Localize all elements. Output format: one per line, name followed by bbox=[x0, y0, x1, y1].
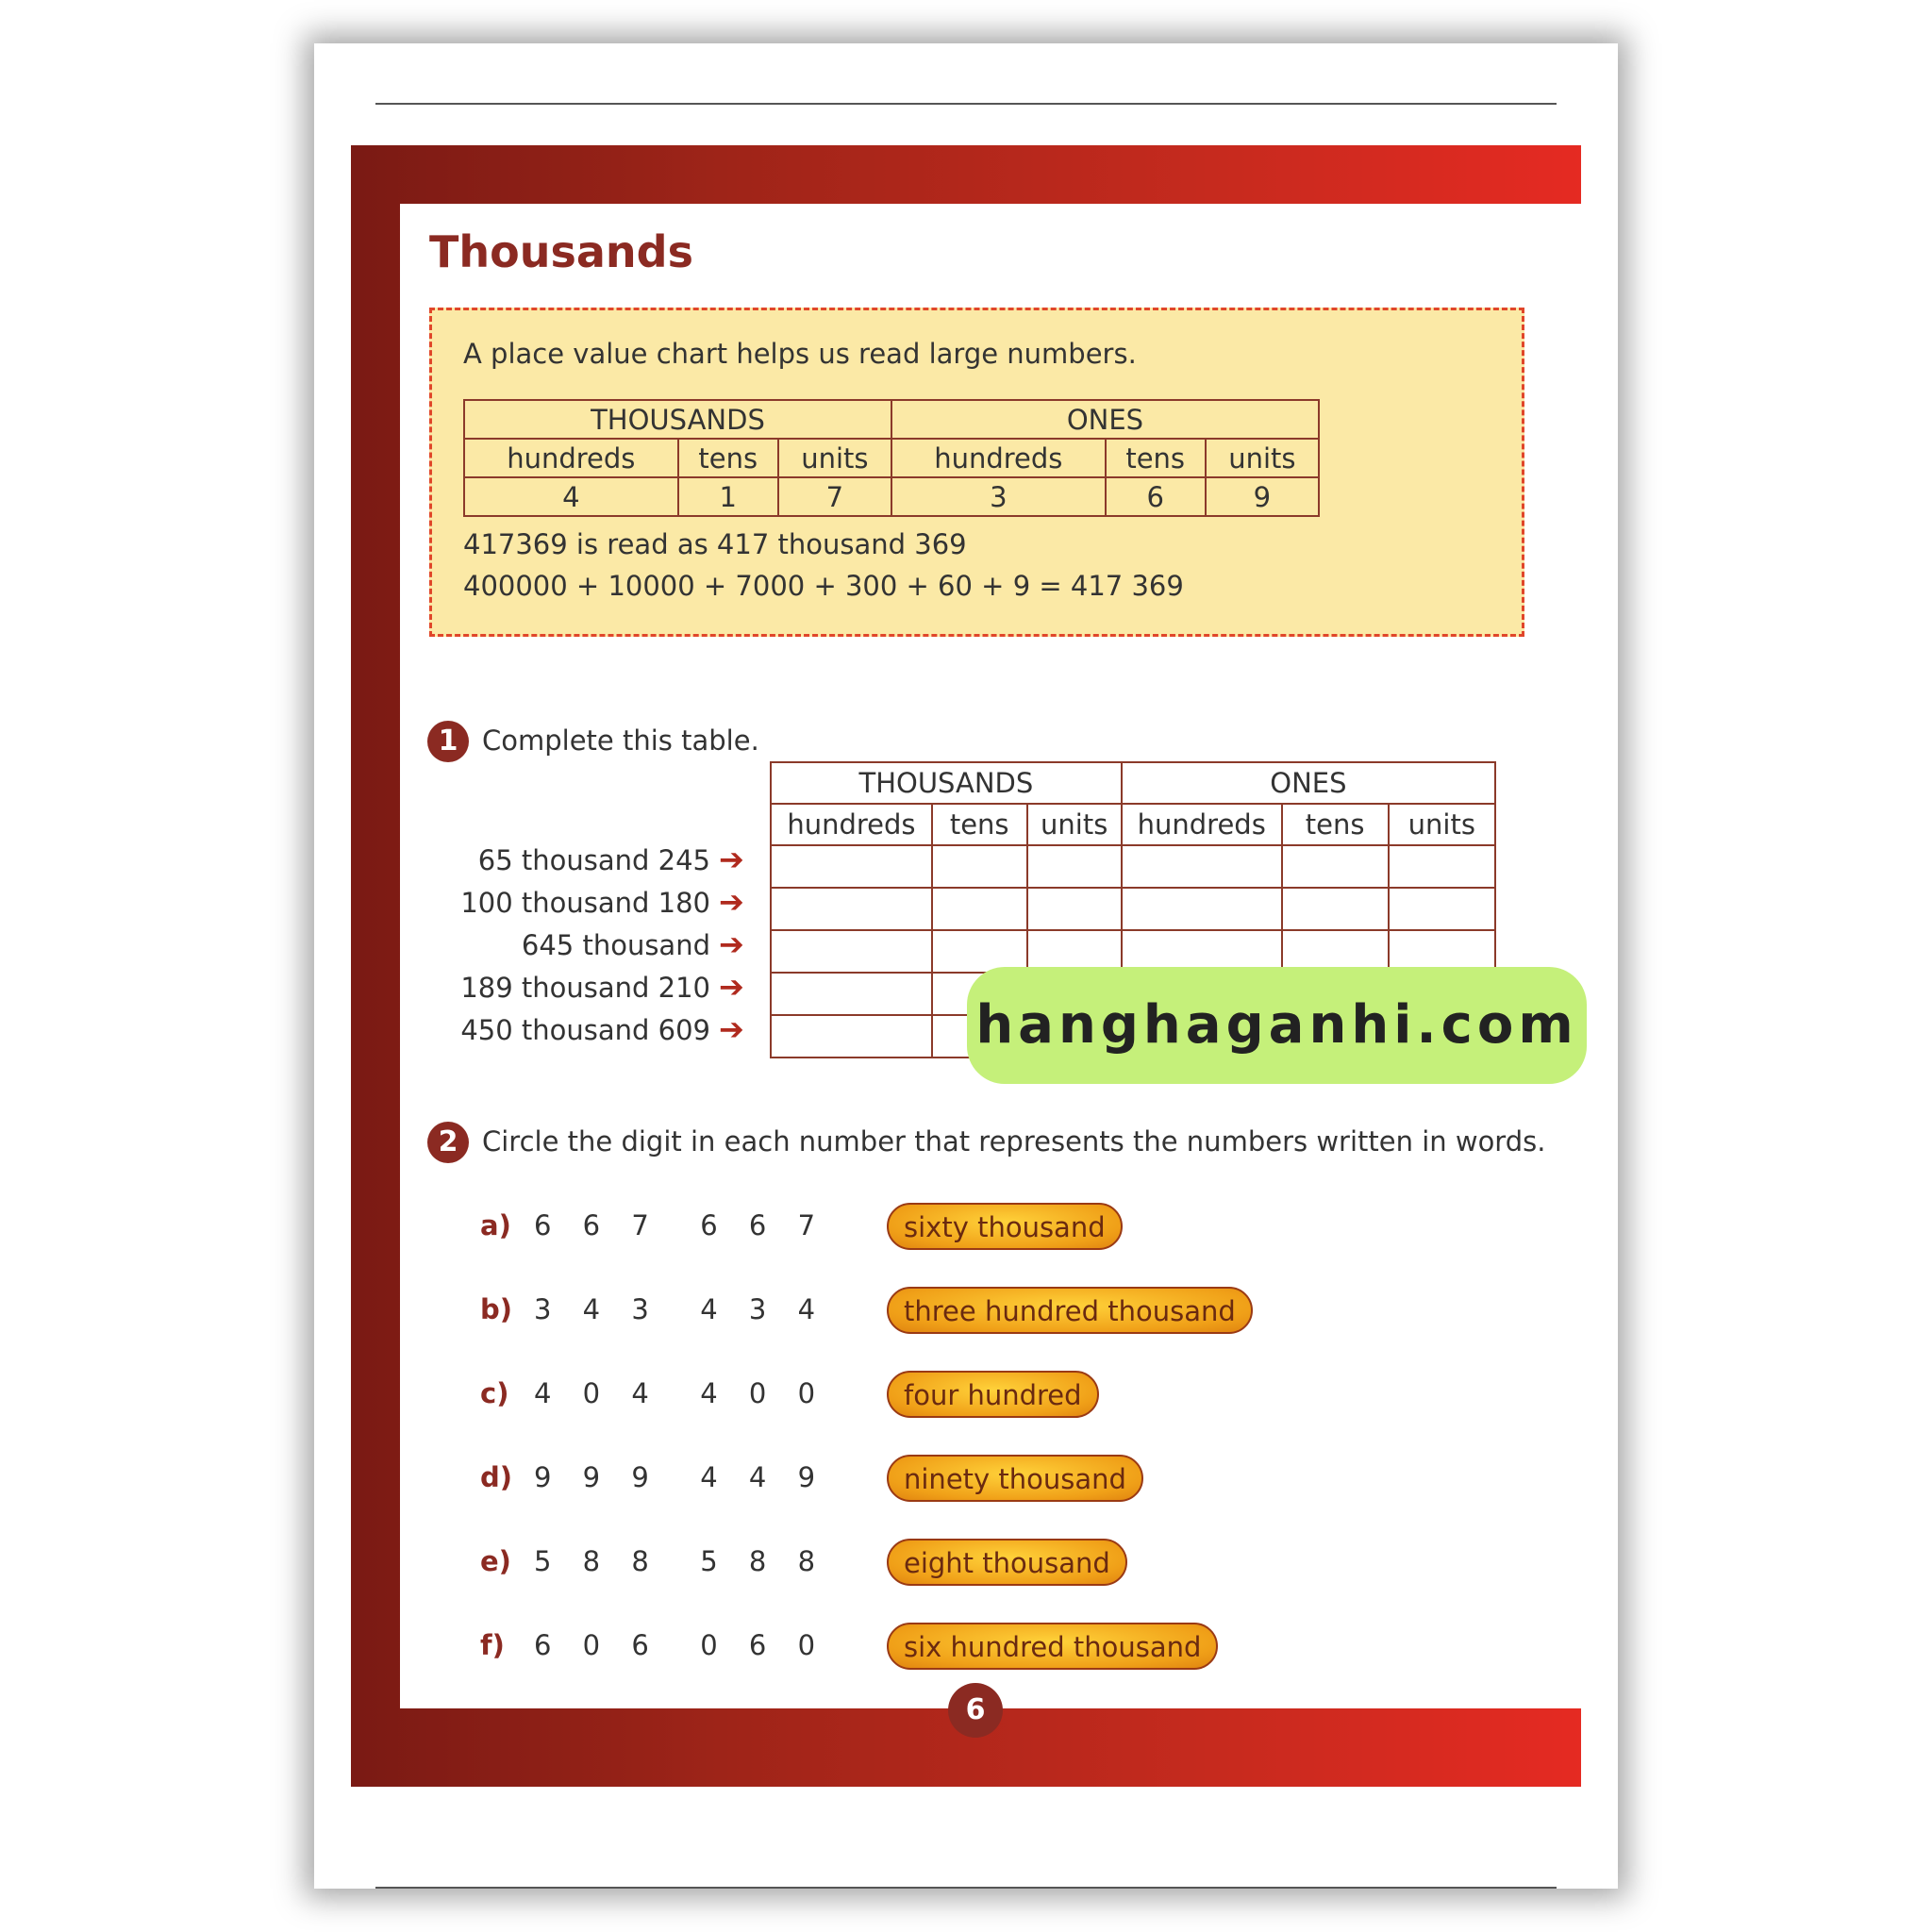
column-header: tens bbox=[676, 438, 779, 478]
place-value-chart: THOUSANDS ONES hundreds tens units hundreds t… bbox=[463, 399, 1321, 517]
table-row bbox=[770, 844, 1497, 889]
words-pill: four hundred bbox=[887, 1371, 1099, 1418]
answer-cell[interactable] bbox=[1387, 844, 1497, 889]
group-header: ONES bbox=[890, 399, 1321, 440]
digit-cell: 6 bbox=[1104, 476, 1207, 517]
arrow-right-icon: ➔ bbox=[719, 926, 744, 962]
answer-cell[interactable] bbox=[930, 887, 1028, 931]
answer-cell[interactable] bbox=[770, 929, 933, 974]
digit-cell: 1 bbox=[676, 476, 779, 517]
column-header: units bbox=[1025, 803, 1123, 846]
item-label: a) bbox=[480, 1209, 511, 1241]
q2-instruction: Circle the digit in each number that rep… bbox=[482, 1125, 1546, 1158]
arrow-right-icon: ➔ bbox=[719, 1011, 744, 1047]
words-pill: six hundred thousand bbox=[887, 1623, 1219, 1670]
answer-cell[interactable] bbox=[930, 844, 1028, 889]
arrow-right-icon: ➔ bbox=[719, 841, 744, 877]
column-header: units bbox=[1387, 803, 1497, 846]
words-pill: ninety thousand bbox=[887, 1455, 1143, 1502]
item-label: f) bbox=[480, 1629, 505, 1661]
item-label: e) bbox=[480, 1545, 511, 1577]
question-number-2: 2 bbox=[427, 1122, 469, 1163]
answer-cell[interactable] bbox=[1387, 887, 1497, 931]
answer-cell[interactable] bbox=[770, 844, 933, 889]
page-number: 6 bbox=[948, 1683, 1003, 1738]
column-header: hundreds bbox=[890, 438, 1107, 478]
answer-cell[interactable] bbox=[1120, 844, 1283, 889]
row-label: 65 thousand 245 bbox=[477, 844, 710, 876]
answer-cell[interactable] bbox=[1120, 887, 1283, 931]
answer-cell[interactable] bbox=[770, 972, 933, 1016]
column-header: hundreds bbox=[1120, 803, 1283, 846]
item-number[interactable]: 6 0 6 0 6 0 bbox=[534, 1629, 827, 1661]
words-pill: three hundred thousand bbox=[887, 1287, 1253, 1334]
answer-cell[interactable] bbox=[1025, 887, 1123, 931]
digit-cell: 9 bbox=[1204, 476, 1321, 517]
group-header: THOUSANDS bbox=[770, 761, 1123, 805]
answer-cell[interactable] bbox=[770, 1014, 933, 1058]
row-label: 645 thousand bbox=[521, 929, 710, 961]
item-number[interactable]: 5 8 8 5 8 8 bbox=[534, 1545, 827, 1577]
item-number[interactable]: 3 4 3 4 3 4 bbox=[534, 1293, 827, 1325]
bottom-divider bbox=[375, 1887, 1557, 1889]
column-header: hundreds bbox=[463, 438, 679, 478]
question-number-1: 1 bbox=[427, 721, 469, 762]
answer-cell[interactable] bbox=[1280, 844, 1390, 889]
digit-cell: 3 bbox=[890, 476, 1107, 517]
column-header: units bbox=[776, 438, 892, 478]
info-intro: A place value chart helps us read large … bbox=[463, 338, 1137, 370]
column-header: units bbox=[1204, 438, 1321, 478]
item-number[interactable]: 9 9 9 4 4 9 bbox=[534, 1461, 827, 1493]
item-label: d) bbox=[480, 1461, 513, 1493]
column-header: hundreds bbox=[770, 803, 933, 846]
answer-cell[interactable] bbox=[1280, 887, 1390, 931]
column-header: tens bbox=[1104, 438, 1207, 478]
answer-cell[interactable] bbox=[1025, 844, 1123, 889]
item-number[interactable]: 4 0 4 4 0 0 bbox=[534, 1377, 827, 1409]
item-number[interactable]: 6 6 7 6 6 7 bbox=[534, 1209, 827, 1241]
arrow-right-icon: ➔ bbox=[719, 884, 744, 920]
column-header: tens bbox=[1280, 803, 1390, 846]
watermark: hanghaganhi.com bbox=[967, 967, 1587, 1084]
item-label: c) bbox=[480, 1377, 509, 1409]
item-label: b) bbox=[480, 1293, 513, 1325]
table-row bbox=[770, 887, 1497, 931]
words-pill: sixty thousand bbox=[887, 1203, 1123, 1250]
answer-cell[interactable] bbox=[1387, 929, 1497, 974]
group-header: ONES bbox=[1120, 761, 1497, 805]
arrow-right-icon: ➔ bbox=[719, 969, 744, 1005]
row-label: 450 thousand 609 bbox=[460, 1014, 710, 1046]
answer-cell[interactable] bbox=[770, 887, 933, 931]
column-header: tens bbox=[930, 803, 1028, 846]
read-as-text: 417369 is read as 417 thousand 369 bbox=[463, 528, 967, 560]
expanded-form: 400000 + 10000 + 7000 + 300 + 60 + 9 = 4… bbox=[463, 570, 1184, 602]
answer-cell[interactable] bbox=[930, 929, 1028, 974]
words-pill: eight thousand bbox=[887, 1539, 1127, 1586]
group-header: THOUSANDS bbox=[463, 399, 892, 440]
page-title: Thousands bbox=[429, 226, 693, 277]
row-label: 100 thousand 180 bbox=[460, 887, 710, 919]
answer-cell[interactable] bbox=[1025, 929, 1123, 974]
row-label: 189 thousand 210 bbox=[460, 972, 710, 1004]
top-divider bbox=[375, 103, 1557, 105]
q1-instruction: Complete this table. bbox=[482, 724, 759, 757]
digit-cell: 4 bbox=[463, 476, 679, 517]
digit-cell: 7 bbox=[776, 476, 892, 517]
